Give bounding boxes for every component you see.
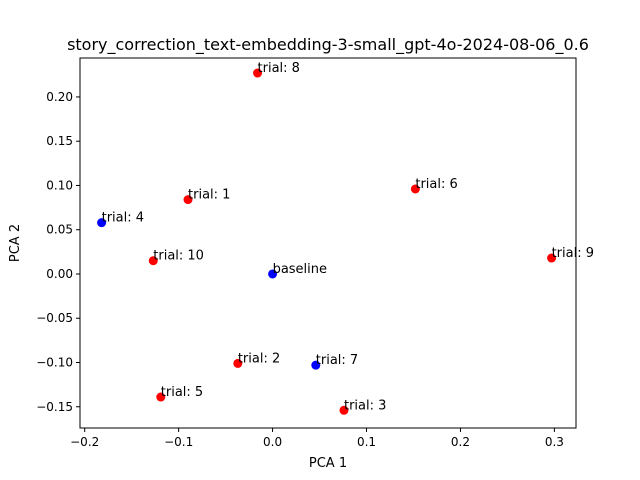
point-label: trial: 5: [161, 385, 203, 400]
x-tick-label: 0.2: [451, 435, 470, 449]
data-point: [268, 269, 278, 279]
point-labels: trial: 8 trial: 1 trial: 6 trial: 4 trial: 1…: [102, 61, 594, 413]
x-axis-label: PCA 1: [309, 456, 347, 471]
y-tick-label: 0.10: [46, 178, 73, 192]
point-label: trial: 4: [102, 211, 144, 226]
x-tick-label: 0.1: [357, 435, 376, 449]
data-point: [97, 218, 107, 228]
data-point: [233, 358, 243, 368]
data-points: [97, 68, 557, 415]
data-point: [311, 360, 321, 370]
y-tick-label: 0.05: [46, 223, 73, 237]
y-tick-label: −0.05: [36, 311, 73, 325]
point-label: trial: 10: [153, 249, 204, 264]
point-label: trial: 3: [344, 398, 386, 413]
point-label: trial: 2: [238, 351, 280, 366]
plot-frame: [79, 57, 577, 429]
data-point: [547, 253, 557, 263]
data-point: [148, 256, 158, 266]
x-tick-label: −0.1: [164, 435, 193, 449]
y-tick-label: −0.15: [36, 400, 73, 414]
y-tick-label: −0.10: [36, 355, 73, 369]
x-tick-label: −0.2: [70, 435, 99, 449]
y-axis-ticks: −0.15 −0.10 −0.05 0.00 0.05 0.10 0.15 0.20: [36, 90, 80, 414]
point-label: baseline: [273, 262, 327, 277]
y-tick-label: 0.20: [46, 90, 73, 104]
data-point: [253, 68, 263, 78]
point-label: trial: 9: [552, 246, 594, 261]
point-label: trial: 8: [258, 61, 300, 76]
y-tick-label: 0.15: [46, 134, 73, 148]
data-point: [183, 195, 193, 205]
point-label: trial: 1: [188, 188, 230, 203]
point-label: trial: 7: [316, 353, 358, 368]
data-point: [339, 405, 349, 415]
chart-title: story_correction_text-embedding-3-small_…: [67, 35, 589, 55]
y-axis-label: PCA 2: [8, 224, 23, 262]
y-tick-label: 0.00: [46, 267, 73, 281]
x-tick-label: 0.3: [545, 435, 564, 449]
x-tick-label: 0.0: [263, 435, 282, 449]
point-label: trial: 6: [415, 177, 457, 192]
data-point: [156, 392, 166, 402]
data-point: [410, 184, 420, 194]
x-axis-ticks: −0.2 −0.1 0.0 0.1 0.2 0.3: [70, 428, 564, 449]
